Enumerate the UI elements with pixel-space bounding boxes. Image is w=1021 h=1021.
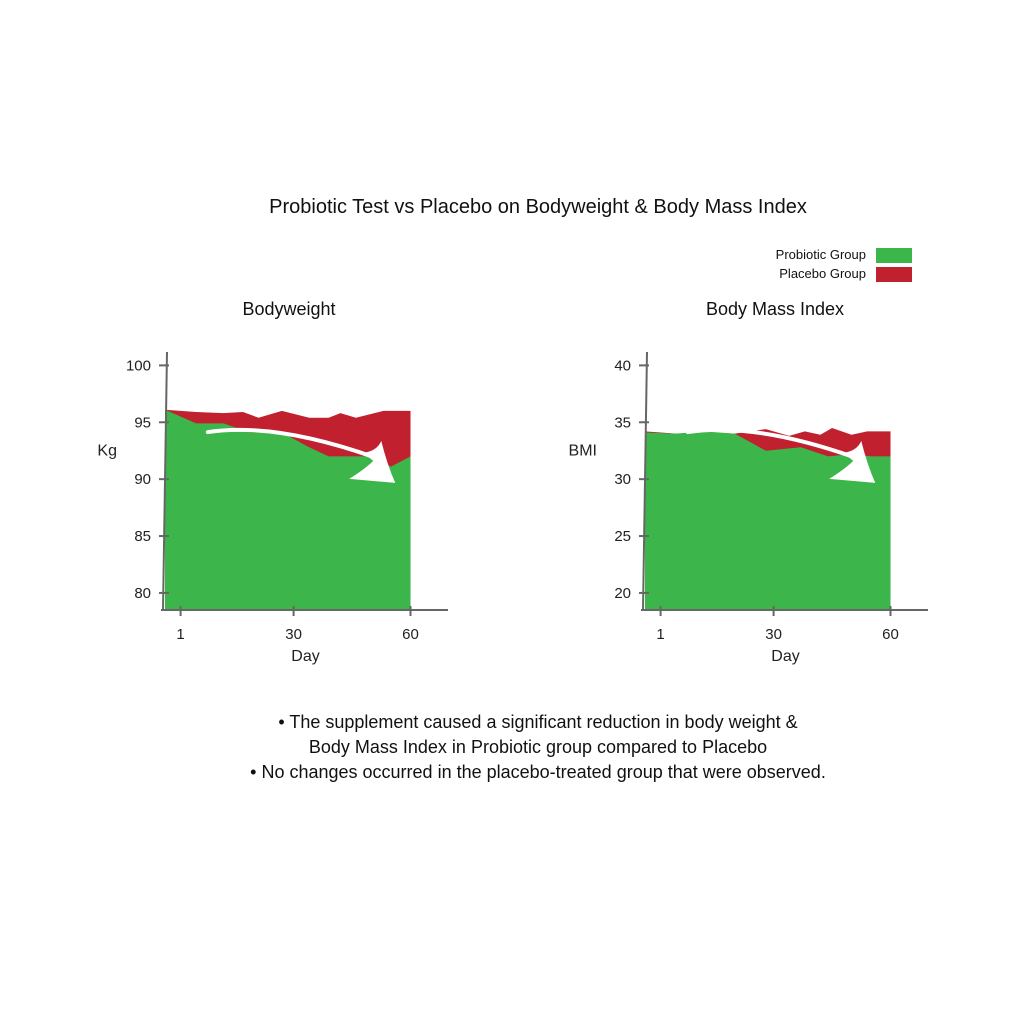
note-line-1: • The supplement caused a significant re… [278,712,798,732]
trend-arrow-line-1 [685,427,856,459]
y-tick-label-0: 85 [134,528,151,545]
legend-swatch-placebo [876,267,912,282]
x-tick-label-0: 1 [176,626,184,643]
y-tick-label-0: 95 [134,414,151,431]
legend-item-probiotic: Probiotic Group [740,247,912,265]
x-axis-label-1: Day [771,648,799,665]
bmi-chart-title: Body Mass Index [705,299,845,319]
x-tick-label-1: 30 [765,626,782,643]
y-tick-label-0: 90 [134,471,151,488]
y-tick-label-1: 25 [614,528,631,545]
legend-item-placebo: Placebo Group [740,266,912,284]
y-tick-label-1: 20 [614,585,631,602]
x-tick-label-0: 30 [285,626,302,643]
x-tick-label-1: 60 [882,626,899,643]
bodyweight-chart-title: Bodyweight [242,299,336,319]
y-axis-line-0 [162,351,168,611]
x-tick-label-0: 60 [402,626,419,643]
bodyweight-chart: 80 85 90 95 100 1 30 60 Day Kg [97,351,448,665]
legend-label-probiotic: Probiotic Group [775,247,866,262]
x-tick-label-1: 1 [656,626,664,643]
bmi-chart: 20 25 30 35 40 1 30 60 Day BMI [569,351,928,665]
y-axis-label-1: BMI [569,443,597,460]
y-tick-label-0: 100 [126,357,151,374]
trend-arrow-line-0 [205,427,376,459]
x-axis-label-0: Day [291,648,319,665]
y-tick-label-1: 35 [614,414,631,431]
y-tick-label-0: 80 [134,585,151,602]
y-tick-label-1: 40 [614,357,631,374]
legend-swatch-probiotic [876,248,912,263]
trend-arrow-head-1 [829,440,876,483]
legend-label-placebo: Placebo Group [779,266,866,281]
note-line-2: Body Mass Index in Probiotic group compa… [308,737,768,757]
y-axis-line-1 [642,351,648,611]
y-tick-label-1: 30 [614,471,631,488]
notes: • The supplement caused a significant re… [0,710,1021,785]
y-axis-label-0: Kg [97,443,117,460]
probiotic-area-0 [165,409,411,610]
probiotic-area-1 [645,431,891,610]
note-line-3: • No changes occurred in the placebo-tre… [250,762,826,782]
chart-title: Probiotic Test vs Placebo on Bodyweight … [269,196,807,218]
trend-arrow-head-0 [349,440,396,483]
